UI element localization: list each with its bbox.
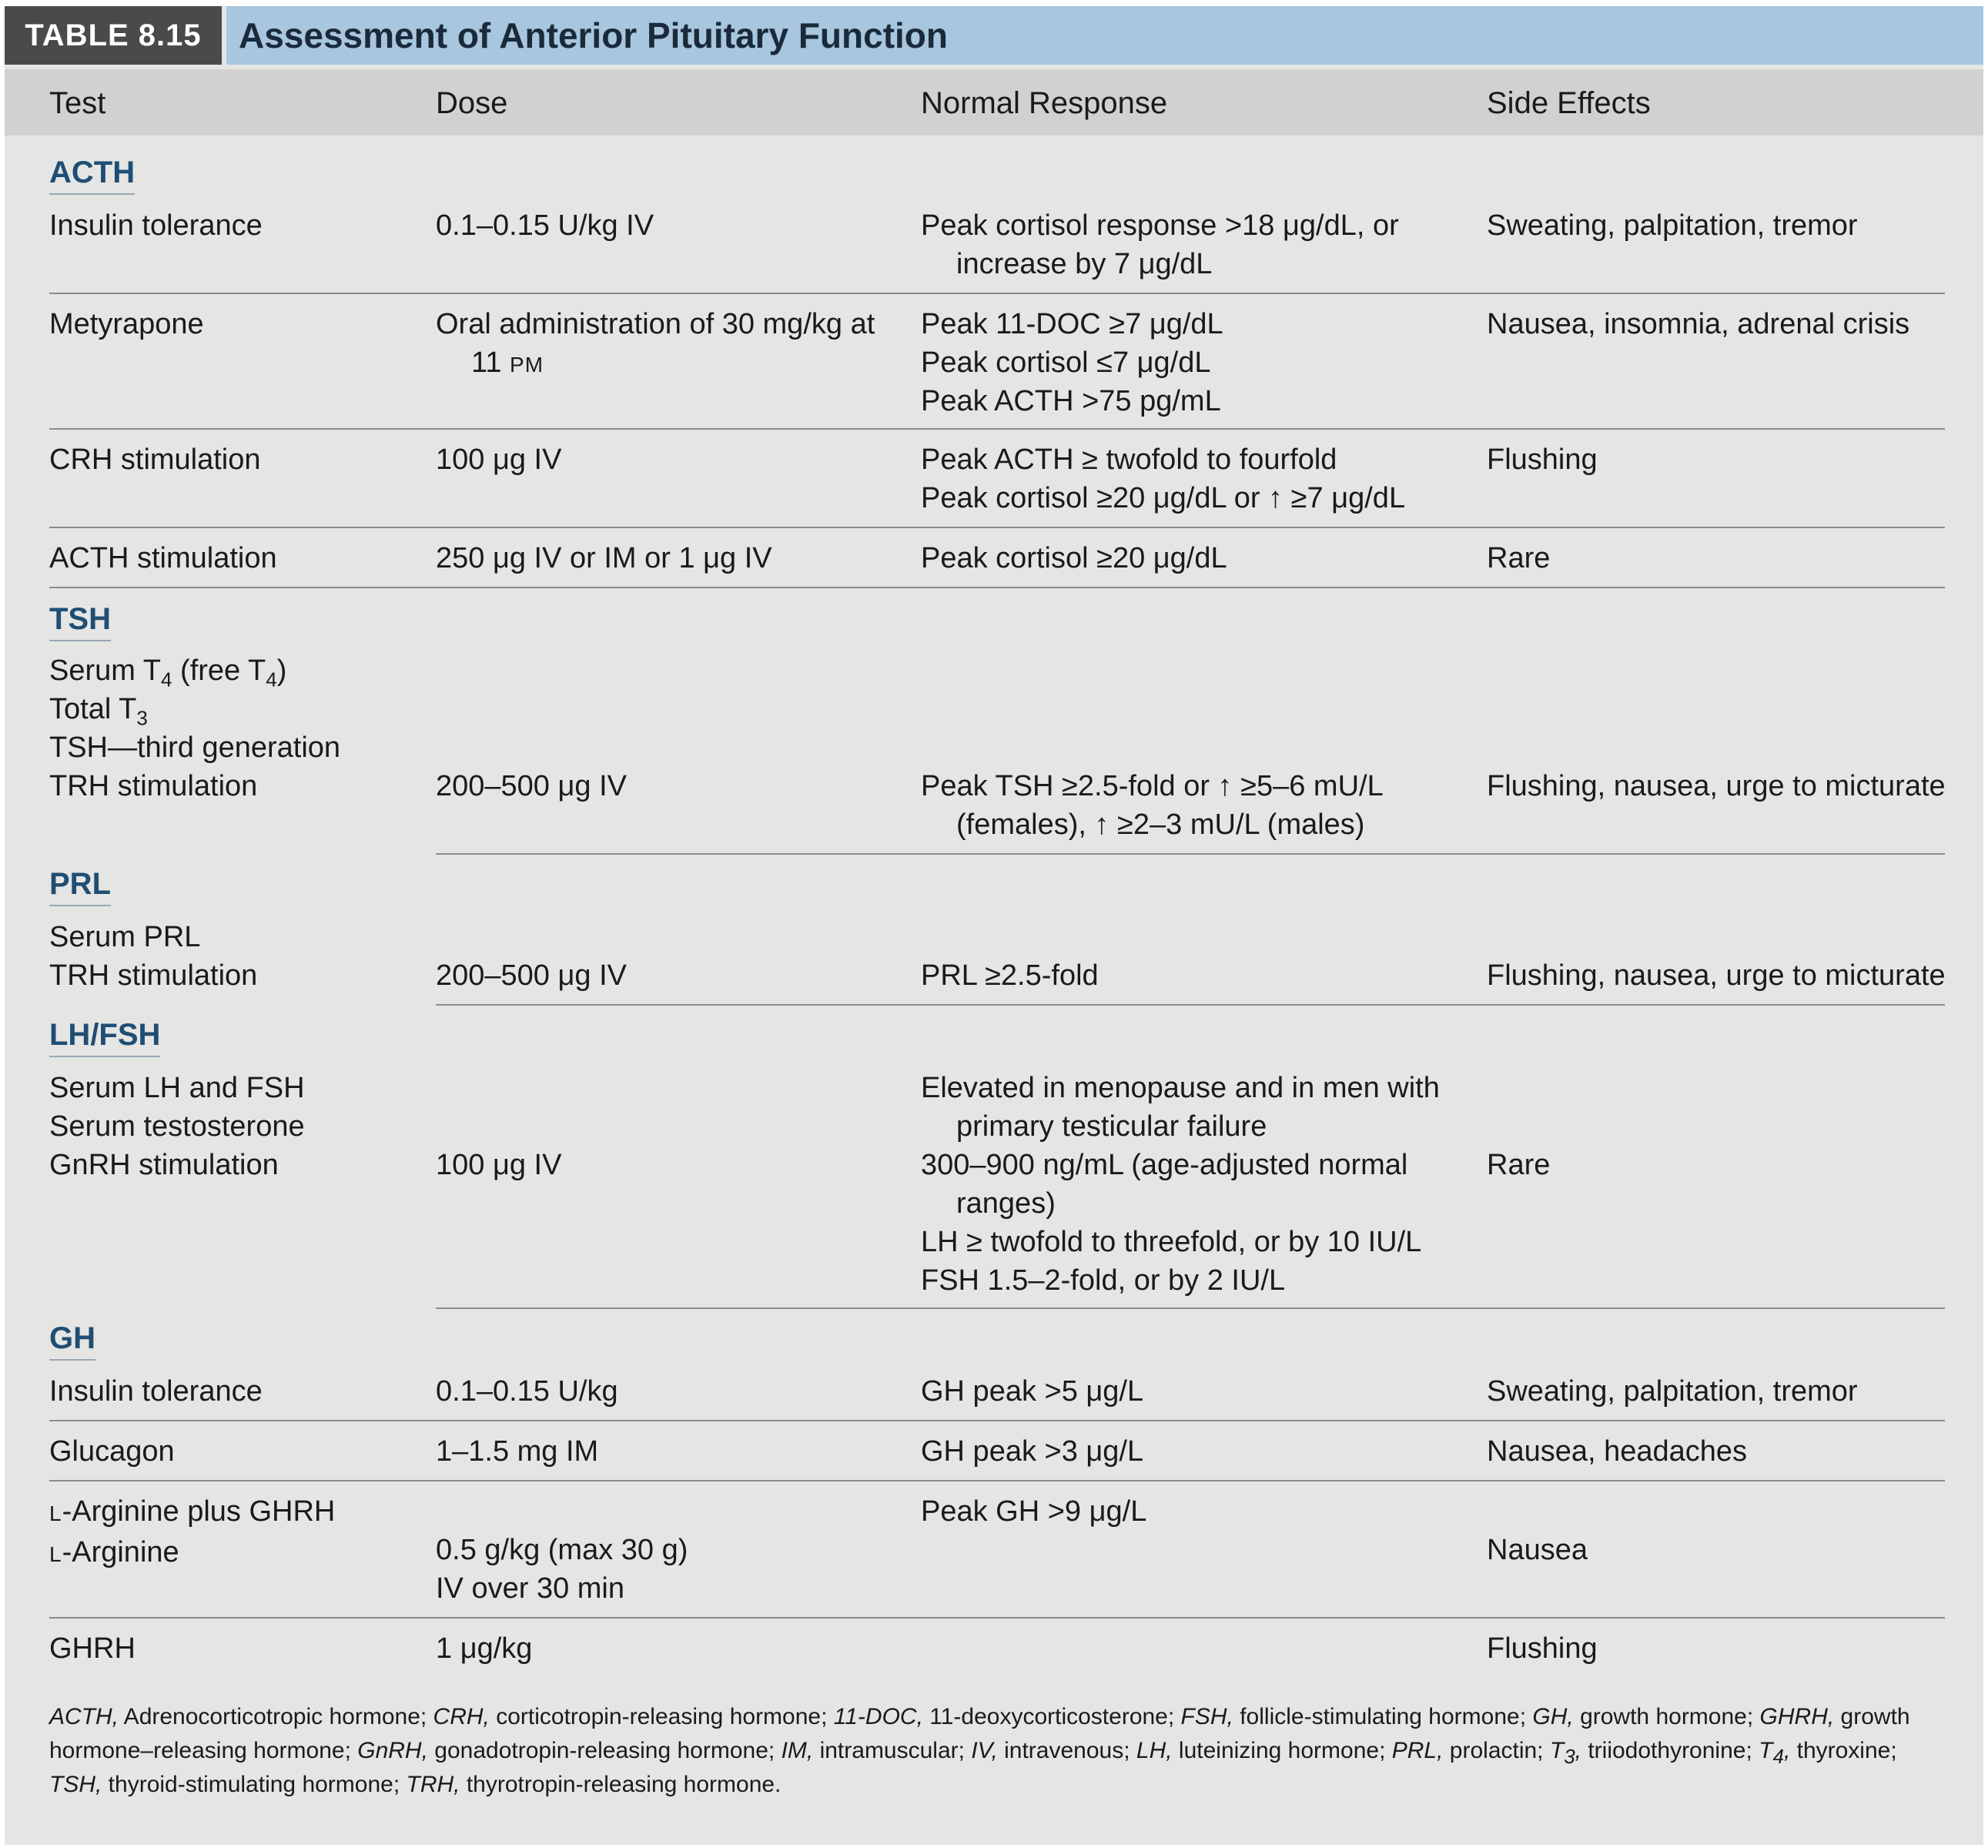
tsh-trh-response: Peak TSH ≥2.5-fold or ↑ ≥5–6 mU/L (femal… [921,770,1384,841]
lhfsh-side-effects: Rare [1487,1149,1551,1181]
row-divider [49,1420,1945,1421]
row-divider [49,1480,1945,1481]
table-label: TABLE 8.15 [5,6,222,65]
header-dose: Dose [436,86,508,120]
gh-insulin-side-effects: Sweating, palpitation, tremor [1487,1375,1858,1408]
row-divider [49,428,1945,430]
gh-arginine-response: Peak GH >9 μg/L [921,1495,1147,1528]
prl-trh-response: PRL ≥2.5-fold [921,959,1099,992]
acth-metyrapone-dose: Oral administration of 30 mg/kg at 11 PM [436,308,875,379]
row-divider [49,527,1945,528]
acth-crh-response: Peak ACTH ≥ twofold to fourfold Peak cor… [921,444,1406,514]
row-divider [49,1617,1945,1619]
section-prl: PRL [49,867,111,906]
gh-glucagon-response: GH peak >3 μg/L [921,1435,1144,1468]
acth-metyrapone-test: Metyrapone [49,308,204,340]
row-divider [436,1004,1945,1006]
section-tsh: TSH [49,602,111,641]
section-lh-fsh: LH/FSH [49,1018,161,1057]
gh-arginine-tests: L-Arginine plus GHRH L-Arginine [49,1495,336,1568]
table-title-bar: TABLE 8.15 Assessment of Anterior Pituit… [5,6,1983,65]
gh-arginine-dose: 0.5 g/kg (max 30 g) IV over 30 min [436,1534,688,1605]
prl-trh-side-effects: Flushing, nausea, urge to micturate [1487,959,1946,992]
acth-metyrapone-response: Peak 11-DOC ≥7 μg/dL Peak cortisol ≤7 μg… [921,308,1223,417]
gh-insulin-dose: 0.1–0.15 U/kg [436,1375,618,1408]
acth-insulin-test: Insulin tolerance [49,209,263,242]
prl-tests: Serum PRL TRH stimulation [49,921,258,992]
gh-insulin-response: GH peak >5 μg/L [921,1375,1144,1408]
lhfsh-gnrh-dose: 100 μg IV [436,1149,562,1181]
prl-trh-dose: 200–500 μg IV [436,959,627,992]
acth-crh-dose: 100 μg IV [436,444,562,476]
header-normal-response: Normal Response [921,86,1168,120]
table-footnote: ACTH, Adrenocorticotropic hormone; CRH, … [49,1704,1910,1797]
tsh-tests: Serum T4 (free T4) Total T3 TSH—third ge… [49,654,341,802]
lhfsh-tests: Serum LH and FSH Serum testosterone GnRH… [49,1072,305,1181]
table-header-row: Test Dose Normal Response Side Effects [5,69,1983,136]
acth-stimulation-test: ACTH stimulation [49,542,277,574]
row-divider [49,587,1945,588]
acth-crh-side-effects: Flushing [1487,444,1598,476]
tsh-trh-side-effects: Flushing, nausea, urge to micturate [1487,770,1946,802]
acth-insulin-response: Peak cortisol response >18 μg/dL, or inc… [921,209,1399,280]
tsh-trh-dose: 200–500 μg IV [436,770,627,802]
row-divider [436,853,1945,855]
section-gh: GH [49,1321,95,1361]
acth-crh-test: CRH stimulation [49,444,261,476]
row-divider [49,293,1945,294]
acth-insulin-side-effects: Sweating, palpitation, tremor [1487,209,1858,242]
gh-glucagon-test: Glucagon [49,1435,175,1468]
table-page: TABLE 8.15 Assessment of Anterior Pituit… [5,6,1983,1845]
gh-insulin-test: Insulin tolerance [49,1375,263,1408]
acth-insulin-dose: 0.1–0.15 U/kg IV [436,209,654,242]
acth-stimulation-side-effects: Rare [1487,542,1551,574]
row-divider [436,1307,1945,1309]
gh-glucagon-side-effects: Nausea, headaches [1487,1435,1748,1468]
section-acth: ACTH [49,156,136,195]
gh-glucagon-dose: 1–1.5 mg IM [436,1435,599,1468]
acth-metyrapone-side-effects: Nausea, insomnia, adrenal crisis [1487,308,1910,340]
gh-ghrh-side-effects: Flushing [1487,1632,1598,1665]
lhfsh-response: Elevated in menopause and in men with pr… [921,1072,1440,1297]
gh-arginine-side-effects: Nausea [1487,1534,1588,1566]
table-title: Assessment of Anterior Pituitary Functio… [226,6,1983,65]
gh-ghrh-test: GHRH [49,1632,136,1665]
acth-stimulation-response: Peak cortisol ≥20 μg/dL [921,542,1227,574]
header-side-effects: Side Effects [1487,86,1651,120]
header-test: Test [49,86,106,120]
gh-ghrh-dose: 1 μg/kg [436,1632,533,1665]
acth-stimulation-dose: 250 μg IV or IM or 1 μg IV [436,542,772,574]
